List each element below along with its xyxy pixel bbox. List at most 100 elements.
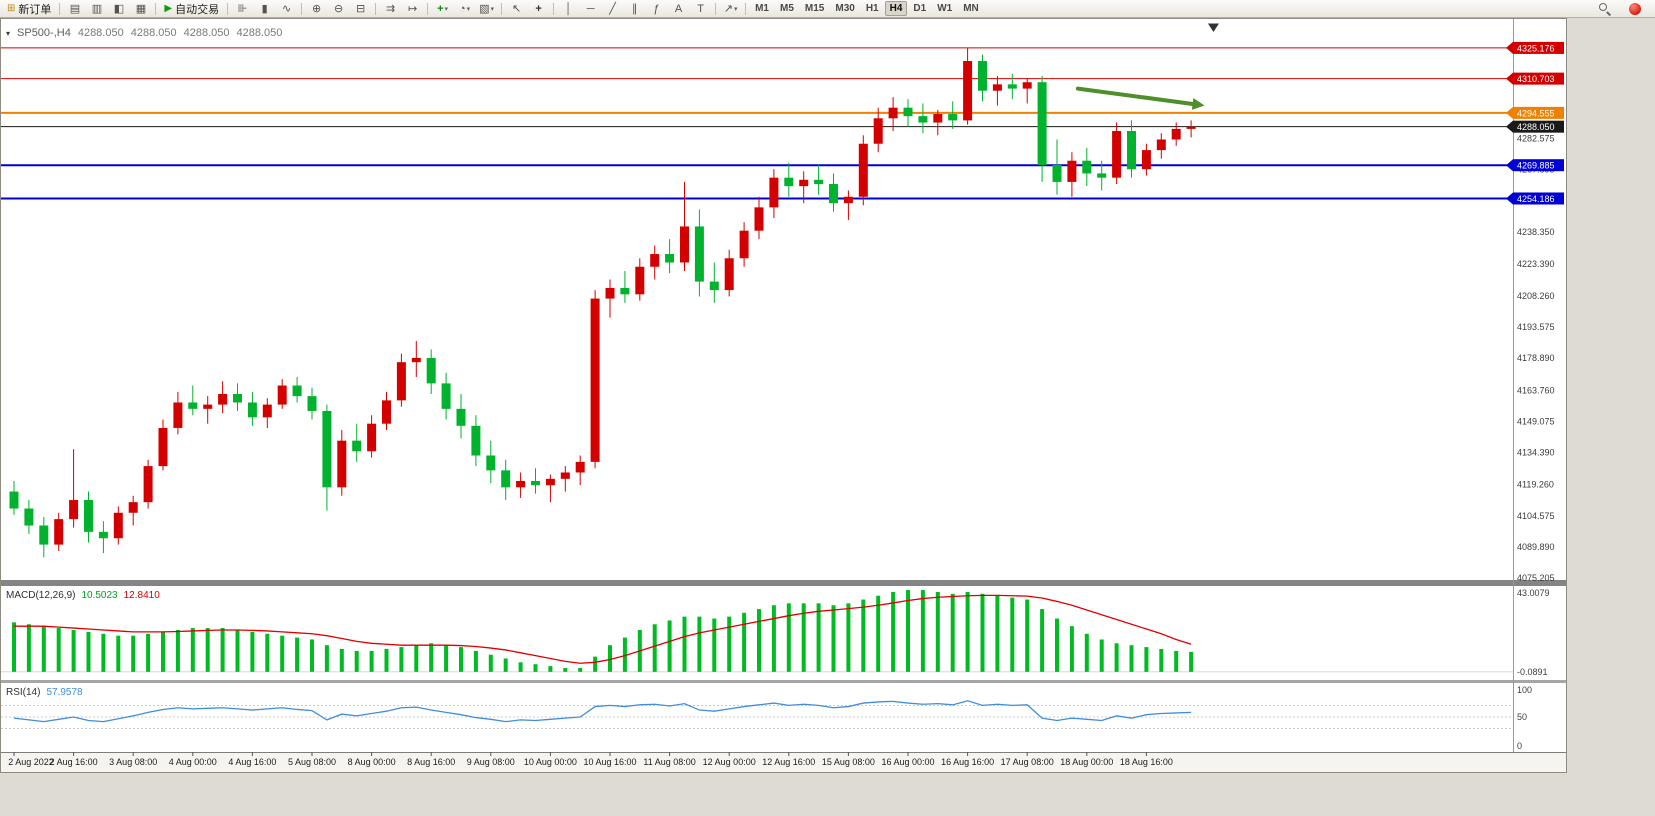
candle-body xyxy=(307,396,317,411)
autotrading-button[interactable]: ▶ 自动交易 xyxy=(160,1,223,16)
rsi-panel-divider[interactable] xyxy=(1,680,1566,683)
time-tick-label: 4 Aug 00:00 xyxy=(169,757,217,767)
candle-body xyxy=(128,502,138,513)
zoom-in-button[interactable]: ⊕ xyxy=(306,0,327,17)
toolbar-right-group xyxy=(1594,0,1652,17)
trend-arrow[interactable] xyxy=(1075,86,1205,110)
candle-body xyxy=(233,394,242,403)
price-tick-label: 4282.575 xyxy=(1517,133,1555,143)
fibonacci-button[interactable]: ƒ xyxy=(646,0,667,17)
text-label-button[interactable]: T xyxy=(690,0,711,17)
macd-histogram-bar xyxy=(250,631,255,672)
macd-histogram-bar xyxy=(1174,650,1179,672)
chart-shift-button[interactable]: ↦ xyxy=(402,0,423,17)
price-badge-4325.176: 4325.176 xyxy=(1506,41,1564,54)
tile-windows-button[interactable]: ⊟ xyxy=(350,0,371,17)
vertical-line-button[interactable]: │ xyxy=(558,0,579,17)
new-order-button[interactable]: ⊞ 新订单 xyxy=(3,1,55,16)
community-icon xyxy=(1628,2,1641,15)
navigator-button[interactable]: ◧ xyxy=(108,0,129,17)
periods-button[interactable]: ◔ ▾ xyxy=(454,0,475,17)
candle-body xyxy=(396,362,406,401)
macd-panel-divider[interactable] xyxy=(1,580,1566,586)
timeframe-h1-button[interactable]: H1 xyxy=(865,3,879,14)
templates-button[interactable]: ▧ ▾ xyxy=(476,0,497,17)
toolbar-separator xyxy=(501,2,503,15)
bar-chart-button[interactable]: ⊪ xyxy=(232,0,253,17)
candle-body xyxy=(918,116,928,123)
candle-body xyxy=(903,107,913,117)
candlestick-chart-button[interactable]: ▮ xyxy=(254,0,275,17)
candle xyxy=(188,385,198,416)
macd-axis: 43.0079 -0.0891 xyxy=(1517,588,1550,677)
market-watch-button[interactable]: ▤ xyxy=(64,0,85,17)
time-axis-strip xyxy=(1,752,1566,772)
price-tick-label: 4238.350 xyxy=(1517,227,1555,237)
timeframe-m30-button[interactable]: M30 xyxy=(835,3,855,14)
search-button[interactable] xyxy=(1594,0,1615,17)
chart-window: 4282.5754267.8954253.0304238.3504223.390… xyxy=(0,18,1567,773)
line-chart-button[interactable]: ∿ xyxy=(276,0,297,17)
chart-canvas[interactable]: 4282.5754267.8954253.0304238.3504223.390… xyxy=(1,19,1566,772)
crosshair-button[interactable]: + xyxy=(528,0,549,17)
timeframe-w1-button[interactable]: W1 xyxy=(937,3,953,14)
horizontal-line-button[interactable]: ─ xyxy=(580,0,601,17)
macd-histogram-bar xyxy=(563,668,568,672)
candle xyxy=(471,415,481,467)
macd-histogram-bar xyxy=(965,591,970,672)
price-badge-4269.885: 4269.885 xyxy=(1506,159,1564,172)
chart-shift-marker[interactable] xyxy=(1207,23,1219,33)
price-tick-label: 4193.575 xyxy=(1517,322,1555,332)
toolbar-separator xyxy=(715,2,717,15)
indicators-button[interactable]: + ▾ xyxy=(432,0,453,17)
macd-histogram-bar xyxy=(786,603,791,672)
zoom-out-button[interactable]: ⊖ xyxy=(328,0,349,17)
terminal-button[interactable]: ▦ xyxy=(130,0,151,17)
one-click-trading-toggle[interactable]: ▾ xyxy=(6,28,11,38)
timeframe-h4-button[interactable]: H4 xyxy=(884,1,908,16)
timeframe-m1-button[interactable]: M1 xyxy=(755,3,769,14)
data-window-button[interactable]: ▥ xyxy=(86,0,107,17)
navigator-icon: ◧ xyxy=(113,3,125,15)
candle xyxy=(501,459,511,501)
timeframe-mn-button[interactable]: MN xyxy=(963,3,979,14)
candle-body xyxy=(1141,150,1151,170)
community-button[interactable] xyxy=(1624,0,1645,17)
macd-histogram-bar xyxy=(816,603,821,672)
text-button[interactable]: A xyxy=(668,0,689,17)
macd-histogram-bar xyxy=(429,643,434,672)
price-tick-label: 4223.390 xyxy=(1517,259,1555,269)
price-badge-value: 4254.186 xyxy=(1517,194,1555,204)
macd-histogram-bar xyxy=(310,639,314,672)
candle xyxy=(635,258,645,301)
candle-body xyxy=(650,254,660,267)
arrows-button[interactable]: ↗ ▾ xyxy=(720,0,741,17)
price-badge-box xyxy=(1513,41,1564,54)
macd-histogram-bar xyxy=(533,664,538,672)
candle-body xyxy=(769,177,779,208)
trendline-button[interactable]: ╱ xyxy=(602,0,623,17)
macd-histogram-bar xyxy=(652,624,657,672)
cursor-button[interactable]: ↖ xyxy=(506,0,527,17)
rsi-axis-label: 0 xyxy=(1517,741,1522,751)
candle xyxy=(486,440,496,484)
candle-body xyxy=(188,402,198,409)
auto-scroll-button[interactable]: ⇉ xyxy=(380,0,401,17)
price-tick-label: 4149.075 xyxy=(1517,416,1555,426)
macd-histogram-bar xyxy=(727,616,732,672)
candle xyxy=(754,196,764,240)
candle xyxy=(1007,73,1017,100)
candle xyxy=(516,472,526,498)
candle-body xyxy=(680,226,689,263)
timeframe-d1-button[interactable]: D1 xyxy=(913,3,927,14)
candle xyxy=(992,75,1002,106)
time-tick-label: 4 Aug 16:00 xyxy=(228,757,276,767)
candle xyxy=(545,474,555,503)
equidistant-channel-button[interactable]: ∥ xyxy=(624,0,645,17)
cursor-icon: ↖ xyxy=(511,3,522,15)
macd-histogram-bar xyxy=(116,635,121,672)
timeframe-m15-button[interactable]: M15 xyxy=(804,3,825,14)
candle-body xyxy=(203,404,213,409)
timeframe-m5-button[interactable]: M5 xyxy=(780,3,794,14)
